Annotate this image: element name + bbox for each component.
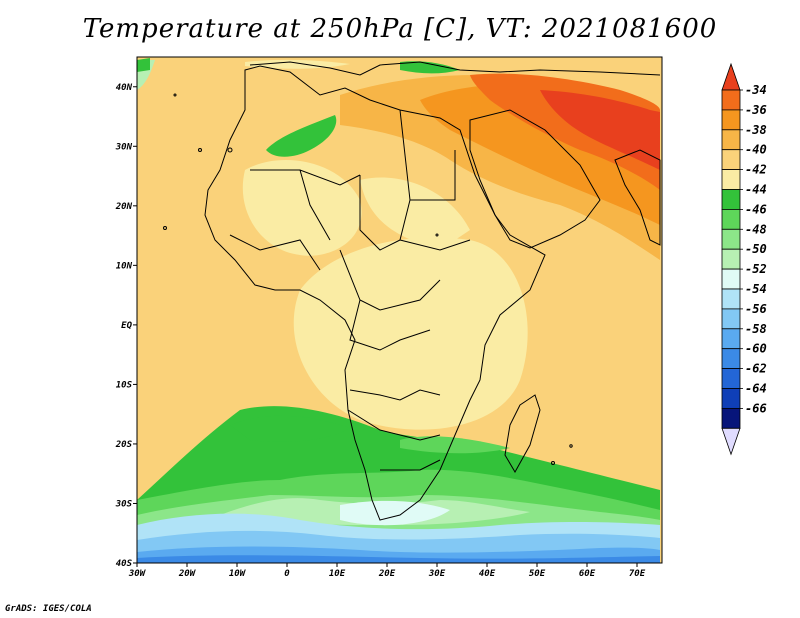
colorbar-swatch xyxy=(721,228,741,250)
latitude-labels: 40N 30N 20N 10N EQ 10S 20S 30S 40S xyxy=(115,83,133,569)
colorbar-swatch xyxy=(721,248,741,270)
coastlines xyxy=(163,61,661,521)
lat-tick-label: 10N xyxy=(116,261,133,271)
colorbar-label: -66 xyxy=(745,401,767,415)
colorbar-label: -44 xyxy=(745,183,767,197)
lon-tick-label: 70E xyxy=(629,569,646,579)
lat-tick-label: 40S xyxy=(116,559,133,569)
lon-tick-label: 20E xyxy=(378,569,396,579)
lat-tick-label: 20N xyxy=(115,202,133,212)
colorbar-under-arrow xyxy=(721,427,741,456)
colorbar-label: -40 xyxy=(745,143,767,157)
colorbar-label: -36 xyxy=(745,103,767,117)
colorbar-label: -42 xyxy=(745,163,767,177)
colorbar-label: -58 xyxy=(745,322,767,336)
colorbar-swatch xyxy=(721,189,741,210)
map-title: Temperature at 250hPa [C], VT: 202108160… xyxy=(82,14,718,44)
lon-tick-label: 30E xyxy=(428,569,446,579)
colorbar-label: -46 xyxy=(745,202,767,216)
colorbar-swatch xyxy=(721,208,741,230)
lon-tick-label: 10W xyxy=(229,569,247,579)
temperature-field xyxy=(137,57,662,563)
colorbar-label: -60 xyxy=(745,342,767,356)
lon-tick-label: 50E xyxy=(529,569,546,579)
lon-tick-label: 40E xyxy=(479,569,496,579)
lat-tick-label: 10S xyxy=(116,380,133,390)
lon-tick-label: 0 xyxy=(284,569,290,579)
lat-tick-label: 30S xyxy=(115,499,133,509)
colorbar-swatch xyxy=(721,368,741,389)
lat-tick-label: 20S xyxy=(115,440,133,450)
colorbar-swatch xyxy=(721,129,741,151)
colorbar-swatch xyxy=(721,149,741,170)
colorbar-swatch xyxy=(721,109,741,131)
colorbar-swatch xyxy=(721,308,741,330)
axis-ticks xyxy=(133,86,638,567)
colorbar-swatch xyxy=(721,348,741,370)
colorbar-label: -54 xyxy=(745,282,767,296)
colorbar-swatch xyxy=(721,328,741,350)
colorbar-label: -56 xyxy=(745,302,767,316)
lon-tick-label: 10E xyxy=(329,569,346,579)
colorbar-over-arrow xyxy=(721,62,741,91)
grads-credit: GrADS: IGES/COLA xyxy=(5,604,92,614)
colorbar-label: -64 xyxy=(745,382,767,396)
colorbar-swatch xyxy=(721,268,741,290)
colorbar-swatch xyxy=(721,89,741,111)
lat-tick-label: 30N xyxy=(115,142,133,152)
colorbar-swatch xyxy=(721,407,741,429)
lon-tick-label: 30W xyxy=(128,569,147,579)
colorbar-label: -38 xyxy=(745,123,767,137)
colorbar-swatch xyxy=(721,169,741,190)
lat-tick-label: EQ xyxy=(121,321,132,331)
colorbar: -34 -36 -38 -40 -42 -44 -46 -48 -50 -52 -54 -56 -58 -… xyxy=(721,62,767,456)
colorbar-label: -52 xyxy=(745,262,767,276)
colorbar-label: -62 xyxy=(745,362,767,376)
colorbar-swatch xyxy=(721,288,741,310)
colorbar-label: -34 xyxy=(745,83,767,97)
colorbar-label: -48 xyxy=(745,222,767,236)
lat-tick-label: 40N xyxy=(116,83,133,93)
colorbar-swatch xyxy=(721,388,741,409)
longitude-labels: 30W 20W 10W 0 10E 20E 30E 40E 50E 60E 70E xyxy=(128,569,646,579)
colorbar-label: -50 xyxy=(745,242,767,256)
lon-tick-label: 20W xyxy=(178,569,197,579)
lon-tick-label: 60E xyxy=(579,569,596,579)
plot-frame xyxy=(136,56,663,564)
